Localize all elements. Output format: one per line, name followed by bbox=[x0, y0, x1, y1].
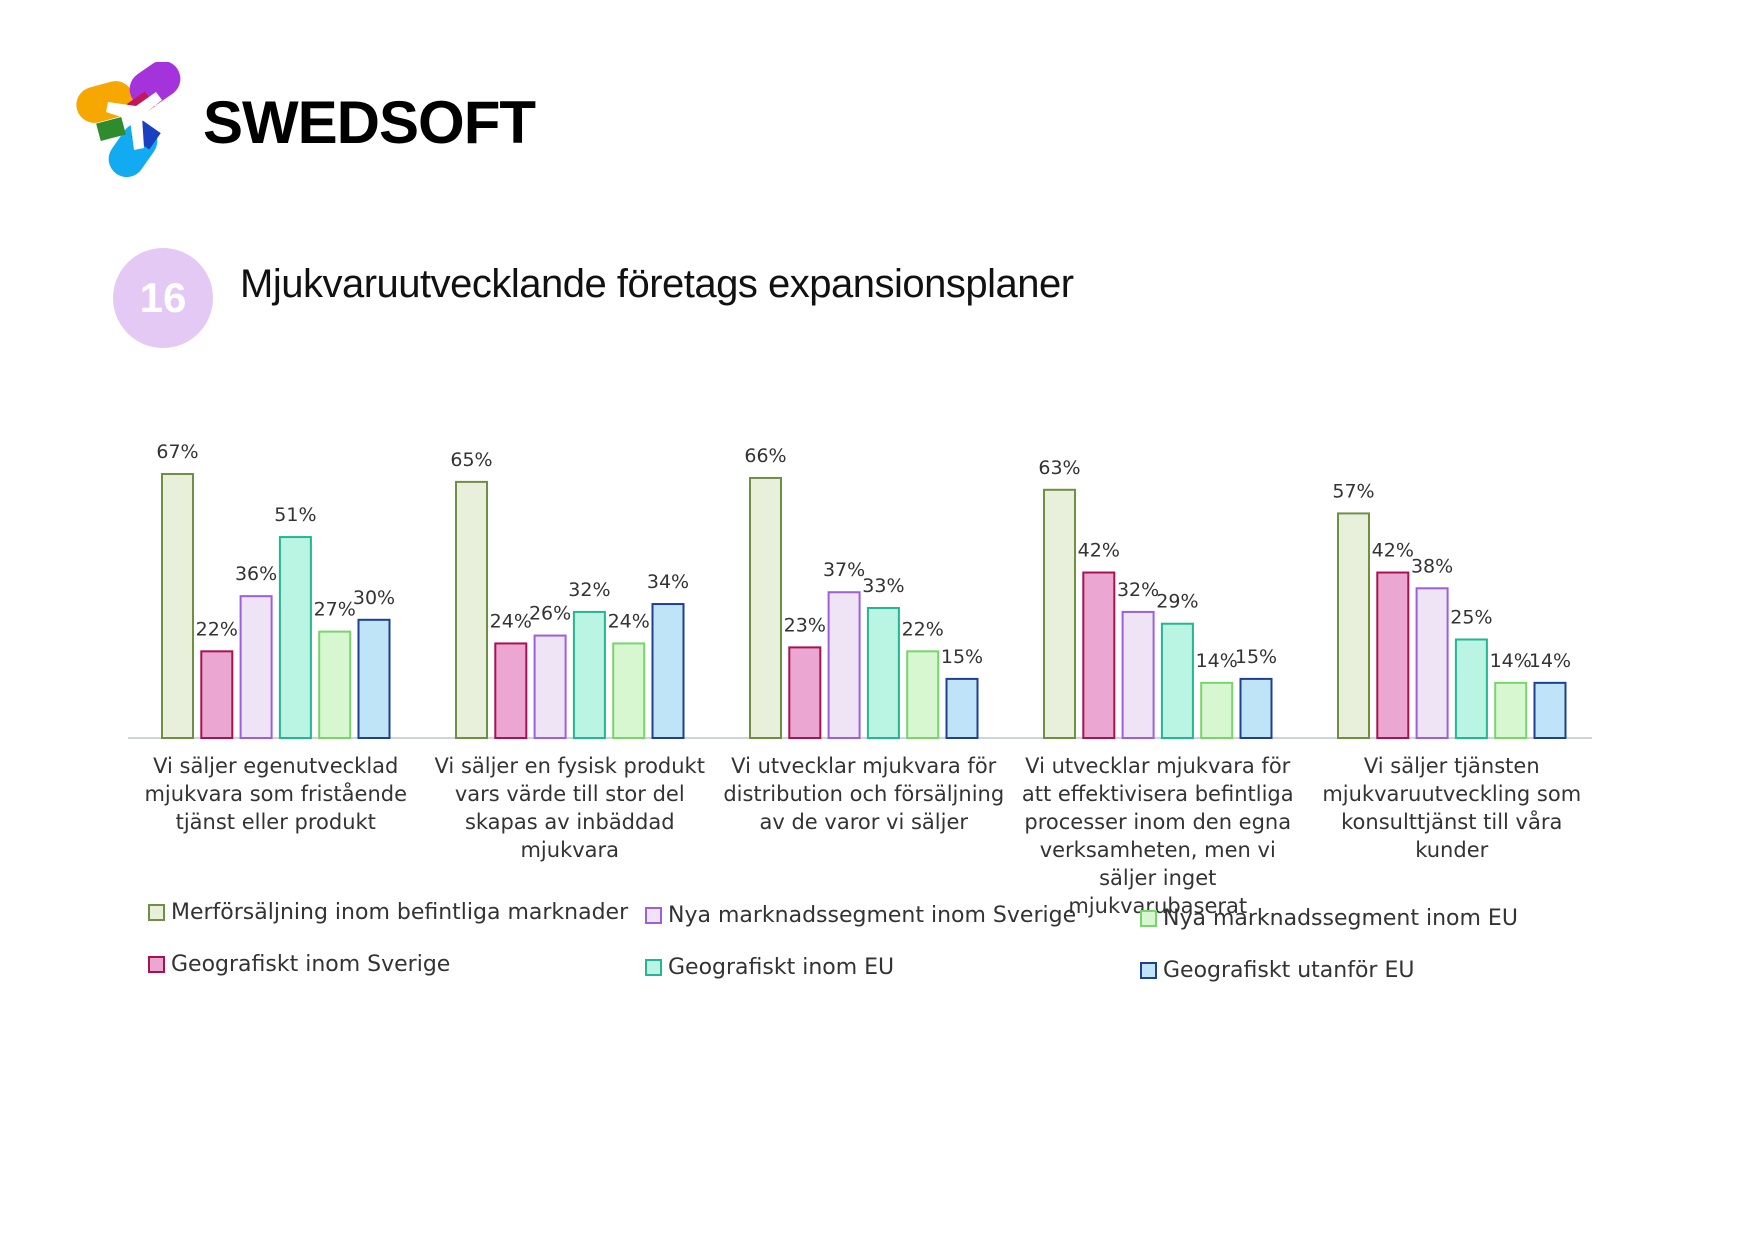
data-label: 14% bbox=[1529, 650, 1571, 672]
legend-label: Nya marknadssegment inom EU bbox=[1163, 906, 1518, 931]
legend-label: Nya marknadssegment inom Sverige bbox=[668, 903, 1077, 928]
bar bbox=[1533, 681, 1567, 740]
bar bbox=[278, 536, 312, 739]
data-label: 15% bbox=[941, 646, 983, 668]
bar bbox=[1376, 571, 1410, 740]
legend-swatch bbox=[1140, 962, 1157, 979]
data-label: 24% bbox=[490, 610, 532, 632]
category-label: Vi utvecklar mjukvara för distribution o… bbox=[723, 754, 1005, 834]
bar bbox=[318, 630, 352, 739]
bar bbox=[1239, 677, 1273, 740]
bar bbox=[1082, 571, 1116, 740]
data-label: 57% bbox=[1332, 480, 1374, 502]
legend-item: Geografiskt utanför EU bbox=[1140, 958, 1414, 983]
bar bbox=[827, 591, 861, 739]
data-label: 23% bbox=[784, 614, 826, 636]
bar bbox=[1160, 622, 1194, 739]
bar bbox=[533, 634, 567, 739]
bar bbox=[572, 610, 606, 739]
page-title: Mjukvaruutvecklande företags expansionsp… bbox=[240, 262, 1074, 306]
category-label: Vi säljer egenutvecklad mjukvara som fri… bbox=[144, 754, 408, 834]
bar bbox=[1337, 512, 1370, 739]
category-label: Vi säljer en fysisk produkt vars värde t… bbox=[434, 754, 705, 862]
bar bbox=[455, 480, 488, 739]
legend-label: Geografiskt utanför EU bbox=[1163, 958, 1415, 983]
legend-item: Geografiskt inom EU bbox=[645, 955, 894, 980]
legend-label: Merförsäljning inom befintliga marknader bbox=[171, 900, 629, 925]
legend-swatch bbox=[1140, 910, 1157, 927]
data-label: 14% bbox=[1196, 650, 1238, 672]
bar bbox=[1415, 587, 1449, 740]
data-label: 38% bbox=[1411, 555, 1453, 577]
legend-swatch bbox=[148, 904, 165, 921]
category-label: Vi säljer tjänsten mjukvaruutveckling so… bbox=[1322, 754, 1582, 862]
data-label: 63% bbox=[1038, 457, 1080, 479]
bar bbox=[1494, 681, 1528, 740]
data-label: 26% bbox=[529, 603, 571, 625]
data-label: 30% bbox=[353, 587, 395, 609]
bar bbox=[200, 650, 234, 740]
data-label: 24% bbox=[608, 610, 650, 632]
legend-item: Nya marknadssegment inom EU bbox=[1140, 906, 1518, 931]
legend-swatch bbox=[148, 956, 165, 973]
bar bbox=[788, 646, 822, 740]
data-label: 22% bbox=[902, 618, 944, 640]
data-label: 32% bbox=[568, 579, 610, 601]
bar bbox=[945, 677, 979, 740]
bar bbox=[612, 642, 646, 739]
data-label: 32% bbox=[1117, 579, 1159, 601]
legend-item: Geografiskt inom Sverige bbox=[148, 952, 450, 977]
data-label: 37% bbox=[823, 559, 865, 581]
bar bbox=[1043, 488, 1076, 739]
bar bbox=[651, 603, 685, 739]
brand-wordmark: SWEDSOFT bbox=[203, 89, 536, 156]
data-label: 29% bbox=[1156, 591, 1198, 613]
data-label: 27% bbox=[314, 599, 356, 621]
legend-label: Geografiskt inom Sverige bbox=[171, 952, 451, 977]
data-label: 42% bbox=[1372, 540, 1414, 562]
bar bbox=[866, 606, 900, 739]
data-label: 22% bbox=[196, 618, 238, 640]
bar bbox=[1121, 610, 1155, 739]
bar bbox=[357, 618, 391, 739]
bar bbox=[1454, 638, 1488, 739]
data-label: 33% bbox=[862, 575, 904, 597]
data-label: 15% bbox=[1235, 646, 1277, 668]
bar bbox=[749, 476, 782, 739]
legend-swatch bbox=[645, 959, 662, 976]
legend-item: Merförsäljning inom befintliga marknader bbox=[148, 900, 628, 925]
page-number-badge: 16 bbox=[113, 248, 213, 348]
bar bbox=[239, 595, 273, 739]
swedsoft-logo-icon bbox=[76, 62, 181, 178]
legend-label: Geografiskt inom EU bbox=[668, 955, 895, 980]
data-label: 14% bbox=[1490, 650, 1532, 672]
category-label: Vi utvecklar mjukvara för att effektivis… bbox=[1021, 754, 1294, 918]
bar bbox=[161, 473, 194, 739]
data-label: 42% bbox=[1078, 540, 1120, 562]
legend-swatch bbox=[645, 907, 662, 924]
data-label: 65% bbox=[450, 449, 492, 471]
data-label: 34% bbox=[647, 571, 689, 593]
legend-item: Nya marknadssegment inom Sverige bbox=[645, 903, 1076, 928]
bar bbox=[1200, 681, 1234, 740]
bar bbox=[494, 642, 528, 739]
data-label: 25% bbox=[1450, 607, 1492, 629]
data-label: 51% bbox=[274, 504, 316, 526]
data-label: 67% bbox=[156, 441, 198, 463]
data-label: 66% bbox=[744, 445, 786, 467]
data-label: 36% bbox=[235, 563, 277, 585]
bar bbox=[906, 650, 940, 740]
